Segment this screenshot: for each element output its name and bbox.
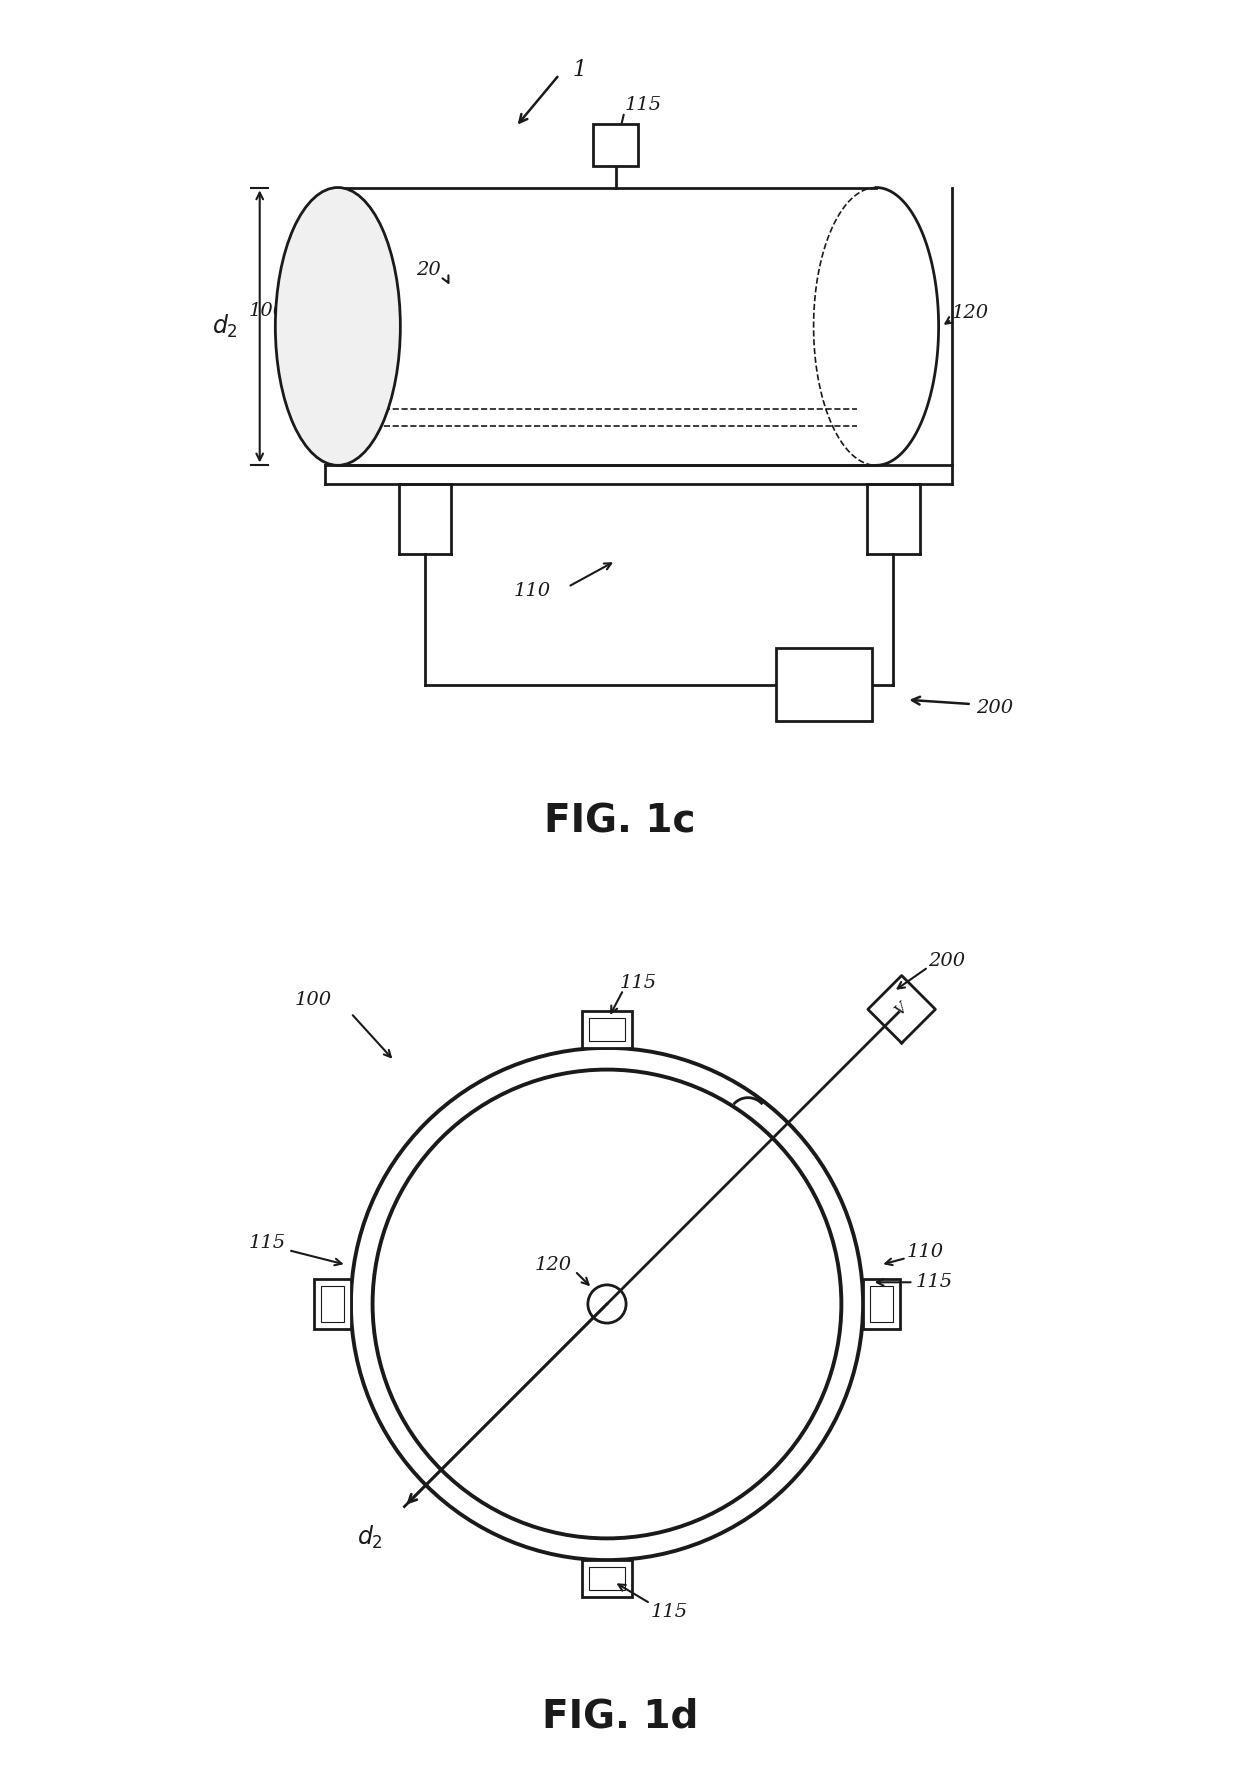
- Bar: [589, 1019, 625, 1040]
- Bar: [776, 647, 872, 722]
- Text: 1: 1: [572, 59, 587, 82]
- Text: $d_2$: $d_2$: [212, 313, 238, 340]
- Bar: [870, 1285, 893, 1323]
- Text: 115: 115: [625, 96, 661, 114]
- Text: 115: 115: [249, 1234, 285, 1252]
- Bar: [582, 1012, 632, 1047]
- Bar: [582, 1559, 632, 1597]
- Bar: [315, 1278, 351, 1330]
- Text: 200: 200: [929, 951, 965, 971]
- Text: 100: 100: [249, 302, 285, 320]
- Text: 115: 115: [620, 974, 657, 992]
- Text: FIG. 1c: FIG. 1c: [544, 802, 696, 841]
- Text: FIG. 1d: FIG. 1d: [542, 1698, 698, 1735]
- Text: 110: 110: [906, 1243, 944, 1261]
- Ellipse shape: [275, 187, 401, 466]
- Text: $d_2$: $d_2$: [357, 1524, 383, 1550]
- Text: 115: 115: [915, 1273, 952, 1291]
- Text: 100: 100: [294, 990, 331, 1010]
- Text: 200: 200: [976, 699, 1013, 717]
- Bar: [863, 1278, 899, 1330]
- Bar: [589, 1566, 625, 1590]
- Bar: [321, 1285, 343, 1323]
- Text: 20: 20: [415, 261, 440, 279]
- Text: 120: 120: [951, 304, 988, 322]
- Text: 115: 115: [651, 1604, 687, 1622]
- Text: 110: 110: [513, 581, 551, 601]
- Text: V: V: [813, 670, 835, 699]
- Bar: [593, 124, 639, 165]
- Text: 120: 120: [536, 1255, 572, 1273]
- Text: V: V: [893, 1001, 910, 1019]
